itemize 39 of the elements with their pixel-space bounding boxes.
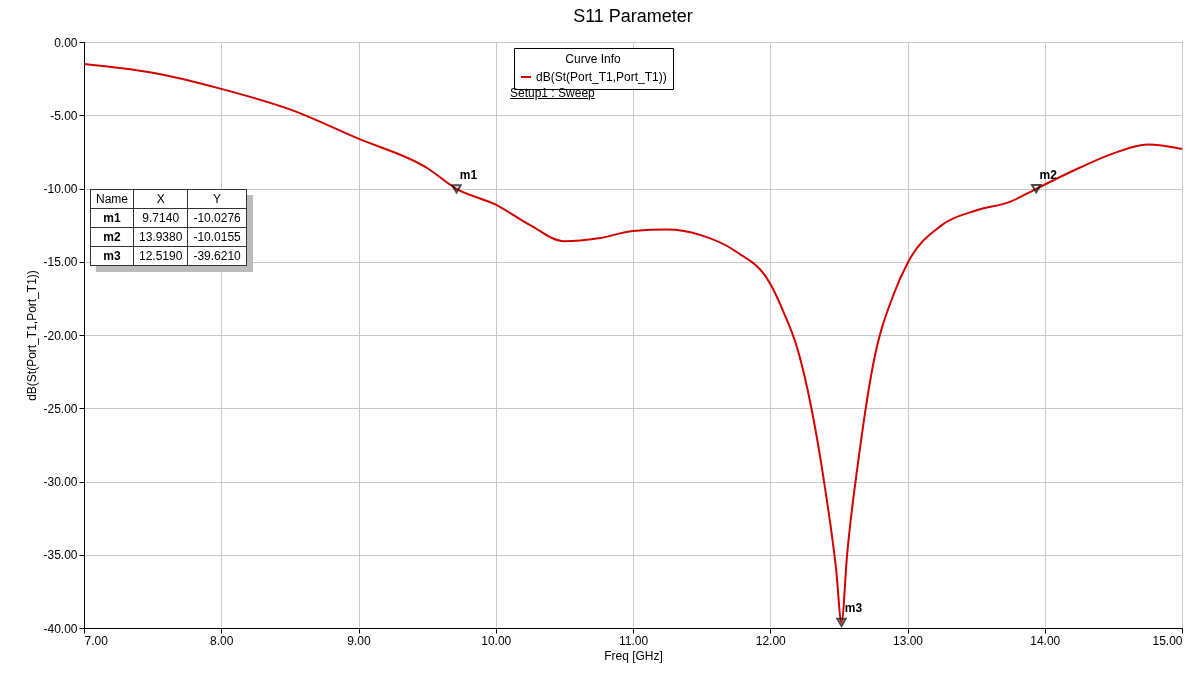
x-axis-title: Freq [GHz] [604, 648, 663, 663]
chart-title: S11 Parameter [573, 6, 693, 26]
annotation: m1 [90, 208, 134, 228]
y-tick-label: -20.00 [43, 328, 78, 343]
x-tick-label: 8.00 [210, 633, 234, 648]
annotation: m3 [90, 246, 134, 266]
annotation: -10.0155 [187, 227, 247, 247]
y-tick-label: -30.00 [43, 475, 78, 489]
legend-title: Curve Info [565, 52, 622, 66]
annotation: Setup1 : Sweep [510, 86, 595, 100]
y-tick-label: 0.00 [54, 35, 78, 50]
annotation: 13.9380 [133, 227, 188, 247]
annotation: -39.6210 [187, 246, 247, 266]
x-tick-label: 11.00 [618, 633, 649, 648]
x-tick-label: 12.00 [755, 633, 787, 648]
y-tick-label: -40.00 [43, 621, 78, 636]
y-tick-label: -35.00 [43, 548, 78, 563]
annotation: m3 [844, 601, 863, 616]
annotation: 9.7140 [133, 208, 188, 228]
annotation: Name [90, 189, 134, 209]
annotation: 12.5190 [133, 246, 188, 266]
annotation: m2 [90, 227, 134, 247]
annotation: -10.0276 [187, 208, 247, 228]
y-axis-title: dB(St(Port_T1,Port_T1)) [25, 270, 40, 401]
annotation: Y [187, 189, 247, 209]
x-tick-label: 15.00 [1152, 633, 1183, 648]
x-tick-label: 14.00 [1030, 633, 1061, 648]
x-tick-label: 7.00 [84, 633, 109, 648]
x-tick-label: 13.00 [892, 633, 924, 648]
y-tick-label: -5.00 [50, 108, 78, 123]
y-tick-label: -15.00 [43, 255, 78, 270]
y-tick-label: -10.00 [43, 182, 78, 196]
annotation: m2 [1039, 167, 1058, 182]
annotation: m1 [459, 167, 478, 182]
x-tick-label: 9.00 [347, 633, 371, 648]
x-tick-label: 10.00 [481, 633, 512, 648]
annotation: X [133, 189, 188, 209]
y-tick-label: -25.00 [43, 401, 78, 416]
legend-label: dB(St(Port_T1,Port_T1)) [536, 70, 667, 84]
